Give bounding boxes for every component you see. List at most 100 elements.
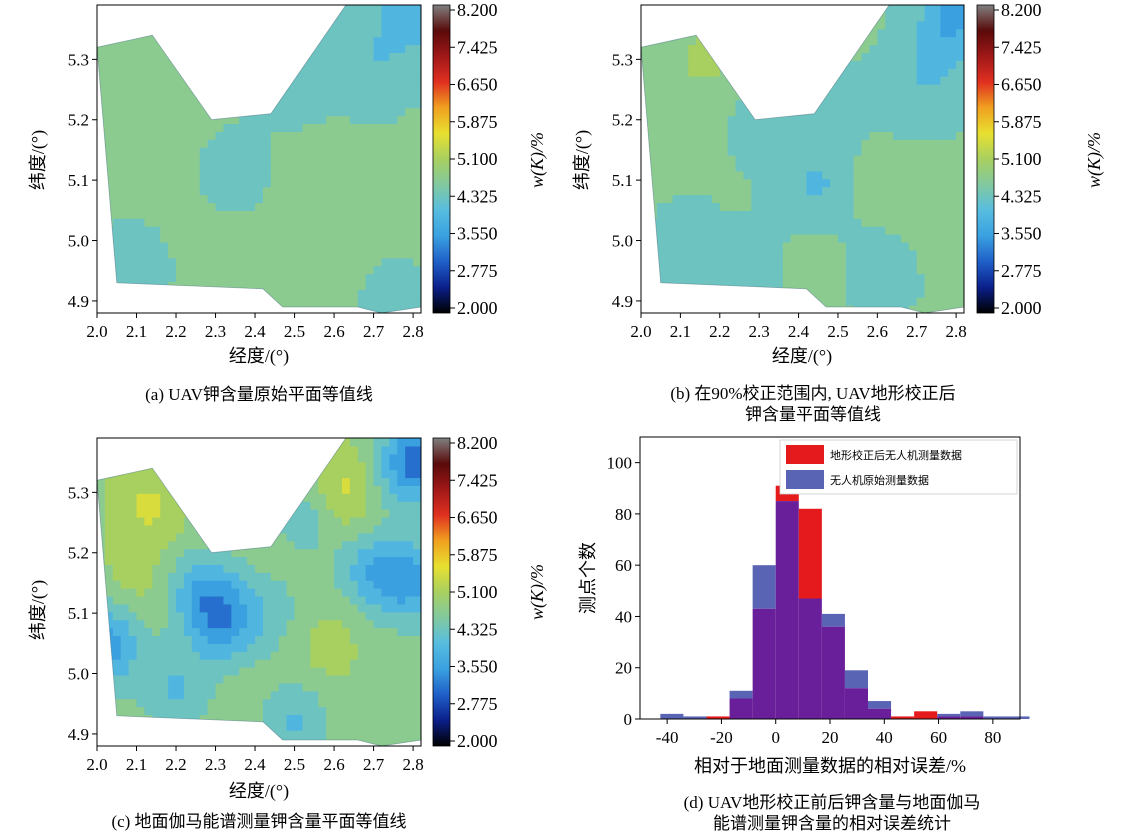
contour-cell [183, 635, 193, 644]
contour-cell [183, 477, 193, 486]
contour-cell [743, 115, 752, 125]
contour-cell [223, 289, 232, 298]
contour-cell [128, 588, 138, 597]
contour-cell [318, 659, 327, 668]
contour-cell [782, 218, 792, 227]
contour-cell [341, 469, 351, 479]
contour-cell [302, 580, 311, 589]
contour-cell [397, 68, 406, 77]
contour-cell [373, 445, 383, 455]
contour-cell [302, 44, 311, 53]
contour-cell [207, 273, 217, 283]
contour-cell [262, 603, 272, 613]
contour-cell [932, 20, 941, 30]
y-tick-label: 5.3 [68, 483, 89, 502]
contour-cell [837, 52, 847, 61]
contour-cell [231, 461, 240, 471]
contour-cell [341, 524, 351, 534]
contour-cell [262, 60, 272, 69]
contour-cell [318, 305, 327, 313]
contour-cell [956, 273, 964, 283]
contour-cell [413, 186, 421, 196]
contour-cell [255, 155, 264, 164]
contour-cell [326, 445, 335, 455]
contour-cell [845, 60, 855, 69]
contour-cell [381, 28, 390, 38]
contour-cell [956, 162, 964, 172]
colorbar-ticks-c: 8.2007.4256.6505.8755.1004.3253.5502.775… [450, 433, 498, 751]
contour-cell [199, 273, 209, 283]
contour-cell [656, 257, 666, 267]
contour-cell [286, 493, 296, 502]
contour-cell [310, 210, 319, 219]
contour-cell [310, 706, 319, 716]
contour-cell [278, 580, 288, 589]
contour-cell [326, 99, 335, 109]
contour-cell [183, 461, 193, 471]
contour-cell [349, 186, 359, 196]
contour-cell [940, 99, 949, 109]
contour-cell [413, 548, 421, 558]
contour-cell [956, 147, 964, 156]
contour-cell [112, 305, 122, 313]
contour-cell [932, 234, 941, 243]
contour-cell [334, 234, 343, 243]
contour-cell [191, 674, 201, 684]
contour-cell [286, 706, 296, 716]
contour-cell [168, 265, 177, 275]
contour-cell [735, 305, 745, 313]
contour-cell [326, 218, 335, 227]
contour-cell [806, 218, 815, 227]
contour-cell [255, 619, 264, 629]
contour-cell [262, 635, 272, 644]
contour-cell [286, 28, 296, 38]
contour-cell [727, 147, 737, 156]
contour-cell [286, 281, 296, 290]
contour-cell [397, 36, 406, 46]
contour-cell [215, 532, 225, 542]
contour-cell [373, 99, 383, 109]
contour-cell [767, 139, 776, 148]
contour-cell [908, 202, 918, 211]
contour-cell [128, 249, 138, 259]
contour-cell [940, 186, 949, 196]
contour-cell [381, 44, 390, 53]
contour-cell [176, 698, 185, 708]
contour-cell [648, 139, 658, 148]
contour-cell [727, 210, 737, 219]
contour-cell [357, 241, 367, 251]
contour-cell [176, 147, 185, 156]
contour-cell [191, 147, 201, 156]
contour-cell [389, 461, 398, 471]
contour-cell [176, 20, 185, 30]
contour-cell [294, 289, 304, 298]
contour-cell [885, 83, 894, 93]
colorbar-tick-label: 4.325 [1001, 186, 1042, 206]
contour-cell [711, 249, 721, 259]
contour-cell [893, 12, 902, 22]
contour-cell [381, 659, 390, 668]
contour-cell [767, 44, 776, 53]
contour-cell [782, 162, 792, 172]
contour-cell [199, 674, 209, 684]
contour-cell [853, 162, 863, 172]
contour-cell [751, 5, 760, 14]
contour-cell [183, 107, 193, 117]
x-axis-a: 2.0 2.1 2.2 2.3 2.4 2.5 2.6 2.7 2.8 [86, 313, 424, 341]
contour-cell [239, 115, 248, 125]
x-tick-label: 2.4 [244, 755, 266, 774]
contour-cell [176, 76, 185, 85]
contour-cell [782, 91, 792, 101]
contour-cell [877, 76, 886, 85]
contour-cell [405, 461, 414, 471]
contour-cell [120, 485, 130, 494]
contour-cell [326, 698, 335, 708]
contour-cell [334, 297, 343, 306]
contour-cell [160, 738, 169, 746]
contour-cell [120, 170, 130, 180]
contour-cell [207, 162, 217, 172]
contour-cell [144, 619, 153, 629]
contour-cell [176, 690, 185, 700]
y-axis-a: 4.95.05.15.25.3 [68, 50, 97, 311]
contour-cell [688, 162, 697, 172]
